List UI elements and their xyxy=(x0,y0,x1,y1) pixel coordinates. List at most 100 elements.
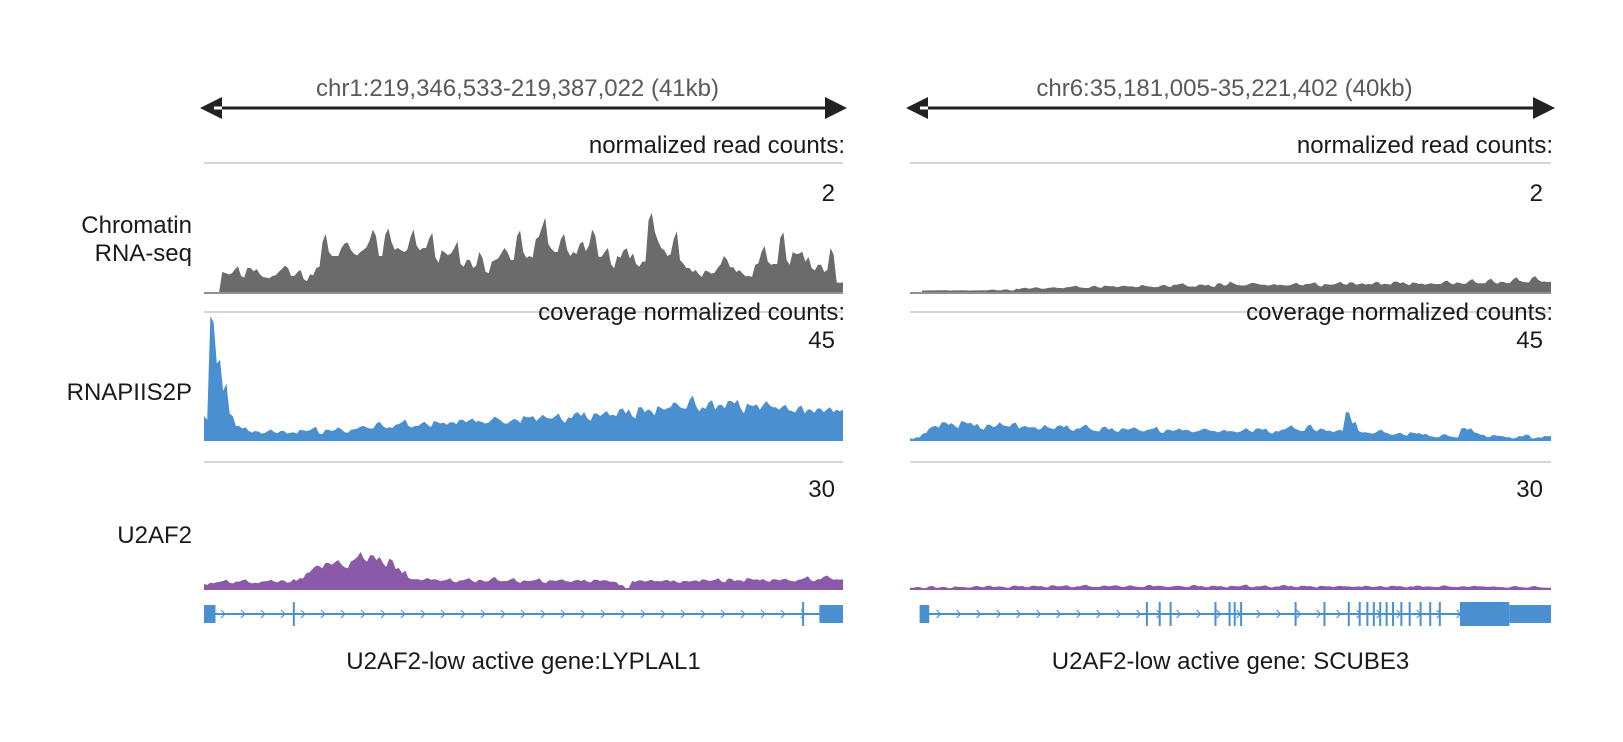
strand-chevron-icon xyxy=(440,609,446,619)
strand-chevron-icon xyxy=(460,609,466,619)
strand-chevron-icon xyxy=(1076,609,1082,619)
scale-chromatin: 2 xyxy=(1530,180,1543,207)
unit-label-normalized: normalized read counts: xyxy=(1297,132,1553,159)
strand-chevron-icon xyxy=(1296,609,1302,619)
locus-panel-lyplal1: chr1:219,346,533-219,387,022 (41kb) norm… xyxy=(200,75,847,675)
gene-exon-block xyxy=(1379,602,1382,626)
strand-chevron-icon xyxy=(520,609,526,619)
strand-chevron-icon xyxy=(620,609,626,619)
strand-chevron-icon xyxy=(1056,609,1062,619)
strand-chevron-icon xyxy=(500,609,506,619)
strand-chevron-icon xyxy=(720,609,726,619)
gene-exon-block xyxy=(1145,602,1148,626)
gene-exon-block xyxy=(1358,602,1361,626)
strand-chevron-icon xyxy=(700,609,706,619)
gene-exon-block xyxy=(802,602,805,626)
u2af2-track xyxy=(910,584,1551,590)
unit-label-coverage: coverage normalized counts: xyxy=(538,299,845,326)
strand-chevron-icon xyxy=(996,609,1002,619)
scale-chromatin: 2 xyxy=(822,180,835,207)
strand-chevron-icon xyxy=(680,609,686,619)
rnapiis2p-track xyxy=(910,412,1551,441)
track-label-rnapii: RNAPIIS2P xyxy=(67,379,192,406)
track-label-chromatin-line1: Chromatin xyxy=(81,212,192,239)
gene-exon-block xyxy=(1366,602,1369,626)
strand-chevron-icon xyxy=(1136,609,1142,619)
strand-chevron-icon xyxy=(1276,609,1282,619)
gene-exon-block xyxy=(292,602,295,626)
rnapiis2p-track xyxy=(204,316,843,441)
strand-chevron-icon xyxy=(1036,609,1042,619)
strand-chevron-icon xyxy=(760,609,766,619)
strand-chevron-icon xyxy=(340,609,346,619)
unit-label-normalized: normalized read counts: xyxy=(589,132,845,159)
strand-chevron-icon xyxy=(280,609,286,619)
u2af2-track xyxy=(204,552,843,590)
gene-utr-block xyxy=(819,605,843,623)
gene-model-lyplal1 xyxy=(204,602,843,626)
strand-chevron-icon xyxy=(1096,609,1102,619)
gene-model-scube3 xyxy=(919,602,1551,626)
strand-chevron-icon xyxy=(1176,609,1182,619)
strand-chevron-icon xyxy=(380,609,386,619)
strand-chevron-icon xyxy=(240,609,246,619)
strand-chevron-icon xyxy=(1016,609,1022,619)
strand-chevron-icon xyxy=(640,609,646,619)
strand-chevron-icon xyxy=(1316,609,1322,619)
gene-caption: U2AF2-low active gene: SCUBE3 xyxy=(1052,648,1410,675)
gene-exon-block xyxy=(1392,602,1395,626)
strand-chevron-icon xyxy=(740,609,746,619)
gene-exon-block xyxy=(1385,602,1388,626)
gene-exon-block xyxy=(1323,602,1326,626)
gene-exon-block xyxy=(1233,602,1236,626)
chromatin-rnaseq-track xyxy=(922,276,1551,292)
strand-chevron-icon xyxy=(936,609,942,619)
gene-utr-block xyxy=(1509,605,1551,623)
gene-exon-block xyxy=(1240,602,1243,626)
strand-chevron-icon xyxy=(260,609,266,619)
scale-u2af2: 30 xyxy=(1516,476,1543,503)
gene-exon-block xyxy=(1459,602,1510,626)
locus-coordinates: chr1:219,346,533-219,387,022 (41kb) xyxy=(316,75,719,102)
gene-utr-block xyxy=(204,605,216,623)
unit-label-coverage: coverage normalized counts: xyxy=(1246,299,1553,326)
strand-chevron-icon xyxy=(1256,609,1262,619)
strand-chevron-icon xyxy=(1196,609,1202,619)
strand-chevron-icon xyxy=(1216,609,1222,619)
locus-span-arrow xyxy=(200,97,847,119)
strand-chevron-icon xyxy=(480,609,486,619)
strand-chevron-icon xyxy=(360,609,366,619)
strand-chevron-icon xyxy=(420,609,426,619)
strand-chevron-icon xyxy=(400,609,406,619)
locus-coordinates: chr6:35,181,005-35,221,402 (40kb) xyxy=(1036,75,1412,102)
gene-exon-block xyxy=(1169,602,1172,626)
strand-chevron-icon xyxy=(580,609,586,619)
gene-exon-block xyxy=(1429,602,1432,626)
gene-exon-block xyxy=(1347,602,1350,626)
strand-chevron-icon xyxy=(956,609,962,619)
gene-caption: U2AF2-low active gene:LYPLAL1 xyxy=(346,648,700,675)
scale-rnapii: 45 xyxy=(1516,327,1543,354)
strand-chevron-icon xyxy=(976,609,982,619)
gene-exon-block xyxy=(1158,602,1161,626)
track-label-chromatin-line2: RNA-seq xyxy=(95,240,192,267)
gene-exon-block xyxy=(1214,602,1217,626)
gene-exon-block xyxy=(1228,602,1231,626)
gene-exon-block xyxy=(1294,602,1297,626)
strand-chevron-icon xyxy=(780,609,786,619)
strand-chevron-icon xyxy=(560,609,566,619)
scale-rnapii: 45 xyxy=(808,327,835,354)
strand-chevron-icon xyxy=(540,609,546,619)
track-label-u2af2: U2AF2 xyxy=(117,522,192,549)
strand-chevron-icon xyxy=(600,609,606,619)
chromatin-rnaseq-track xyxy=(216,212,843,292)
strand-chevron-icon xyxy=(320,609,326,619)
strand-chevron-icon xyxy=(300,609,306,619)
gene-exon-block xyxy=(1408,602,1411,626)
scale-u2af2: 30 xyxy=(808,476,835,503)
strand-chevron-icon xyxy=(1116,609,1122,619)
gene-exon-block xyxy=(1419,602,1422,626)
gene-exon-block xyxy=(1400,602,1403,626)
locus-panel-scube3: chr6:35,181,005-35,221,402 (40kb) normal… xyxy=(906,75,1555,675)
